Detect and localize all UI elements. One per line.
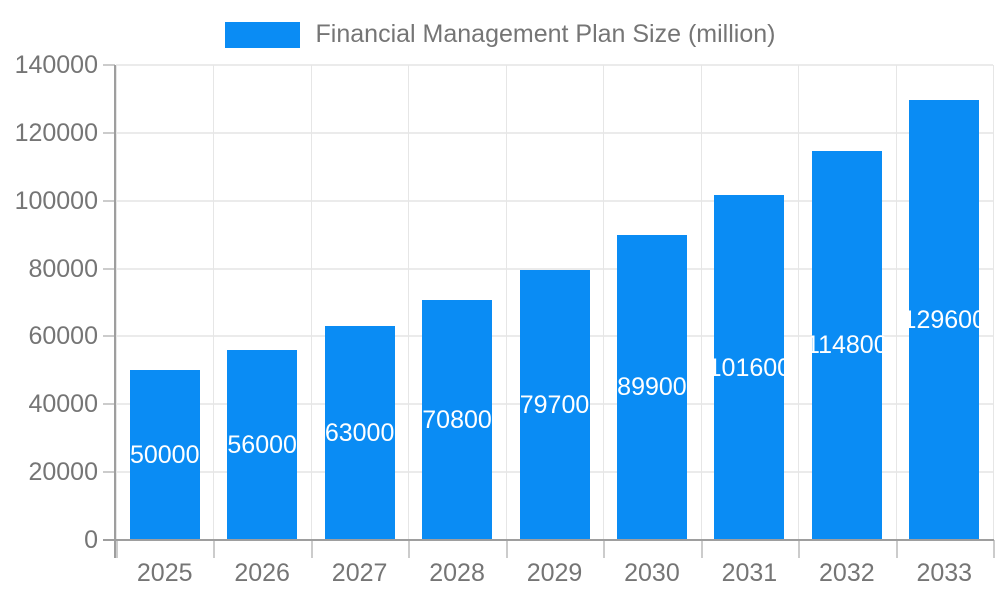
y-tick <box>103 131 115 134</box>
bar-2031 <box>714 195 785 539</box>
x-tick <box>506 540 508 558</box>
bar-2025 <box>129 370 200 539</box>
y-axis-tick-label: 40000 <box>28 390 98 419</box>
legend-swatch <box>224 21 300 48</box>
y-tick <box>103 199 115 202</box>
bar-2026 <box>227 350 298 539</box>
bar-2029 <box>519 269 590 539</box>
x-tick <box>896 540 898 558</box>
gridline-v <box>603 65 604 540</box>
y-axis-line <box>114 65 116 558</box>
y-tick <box>103 403 115 406</box>
y-tick <box>103 64 115 66</box>
bar-value-label: 63000 <box>324 419 395 448</box>
x-tick <box>116 540 118 558</box>
x-tick <box>993 540 995 558</box>
x-tick <box>213 540 215 558</box>
gridline-v <box>116 65 117 540</box>
x-axis-tick-label: 2028 <box>429 559 485 587</box>
bar-value-label: 70800 <box>422 405 492 434</box>
x-tick <box>603 540 605 558</box>
y-axis-tick-label: 20000 <box>28 458 98 487</box>
x-tick <box>798 540 800 558</box>
y-axis-tick-label: 140000 <box>14 51 98 79</box>
x-axis-tick-label: 2033 <box>916 559 973 587</box>
y-axis-tick-label: 80000 <box>28 254 98 283</box>
bar-value-label: 79700 <box>519 390 590 419</box>
legend-label: Financial Management Plan Size (million) <box>315 20 776 48</box>
legend: Financial Management Plan Size (million) <box>0 20 1000 49</box>
gridline-v <box>798 65 799 540</box>
x-axis-tick-label: 2029 <box>526 559 583 587</box>
gridline-h <box>116 131 993 134</box>
x-axis-tick-label: 2026 <box>234 559 290 587</box>
gridline-h <box>116 267 993 270</box>
x-axis-tick-label: 2025 <box>136 559 193 587</box>
gridline-v <box>506 65 507 540</box>
bar-2027 <box>324 326 395 539</box>
bar-2028 <box>422 299 493 539</box>
gridline-v <box>701 65 702 540</box>
gridline-v <box>408 65 409 540</box>
x-axis-tick-label: 2030 <box>624 559 680 587</box>
x-tick <box>701 540 703 558</box>
bar-value-label: 56000 <box>227 431 297 459</box>
x-axis-tick-label: 2027 <box>331 559 388 587</box>
y-axis-tick-label: 60000 <box>28 322 98 351</box>
bar-value-label: 129600 <box>902 306 986 335</box>
bar-2033 <box>909 100 980 539</box>
x-axis-tick-label: 2032 <box>819 559 875 587</box>
gridline-h <box>116 64 993 66</box>
bar-value-label: 101600 <box>707 353 792 382</box>
y-axis-tick-label: 0 <box>84 526 98 554</box>
bar-value-label: 114800 <box>806 331 888 360</box>
bar-2032 <box>811 150 882 539</box>
x-axis-tick-label: 2031 <box>721 559 778 587</box>
x-tick <box>408 540 410 558</box>
y-tick <box>103 267 115 270</box>
y-tick <box>103 471 115 474</box>
x-axis-line <box>103 539 994 541</box>
y-axis-tick-label: 120000 <box>14 118 98 147</box>
gridline-v <box>896 65 897 540</box>
gridline-v <box>993 65 994 540</box>
gridline-v <box>311 65 312 540</box>
y-tick <box>103 335 115 338</box>
y-axis-tick-label: 100000 <box>14 186 98 215</box>
gridline-v <box>213 65 214 540</box>
x-tick <box>311 540 313 558</box>
bar-value-label: 89900 <box>617 373 687 402</box>
gridline-h <box>116 199 993 202</box>
bar-value-label: 50000 <box>129 441 200 470</box>
bar-2030 <box>616 234 687 539</box>
